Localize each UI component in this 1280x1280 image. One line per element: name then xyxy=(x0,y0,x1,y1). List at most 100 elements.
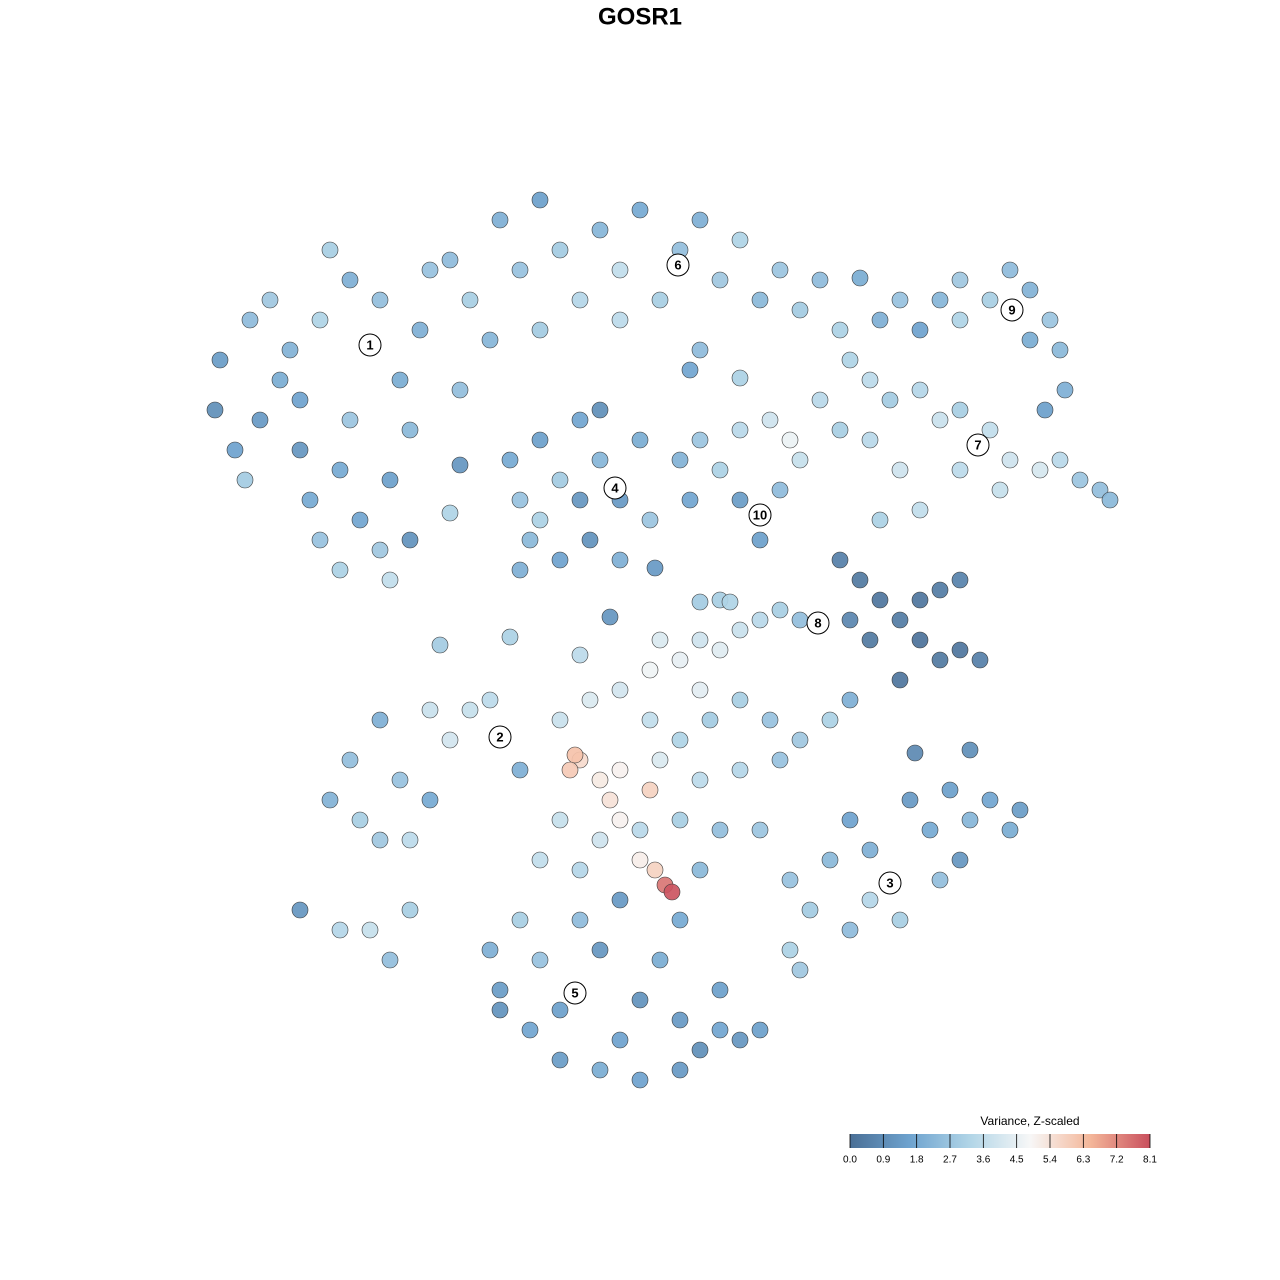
point xyxy=(351,811,369,829)
point xyxy=(441,731,459,749)
point xyxy=(551,471,569,489)
point xyxy=(891,291,909,309)
point xyxy=(651,631,669,649)
point xyxy=(601,608,619,626)
point xyxy=(841,921,859,939)
point xyxy=(911,631,929,649)
point xyxy=(911,321,929,339)
point xyxy=(911,501,929,519)
cluster-label-badge xyxy=(358,333,382,357)
point xyxy=(1051,451,1069,469)
point xyxy=(341,271,359,289)
point xyxy=(1056,381,1074,399)
point xyxy=(611,551,629,569)
point xyxy=(551,551,569,569)
point xyxy=(531,191,549,209)
point xyxy=(821,711,839,729)
point xyxy=(381,471,399,489)
point xyxy=(481,691,499,709)
point xyxy=(421,701,439,719)
point xyxy=(931,651,949,669)
point xyxy=(511,761,529,779)
point xyxy=(671,1061,689,1079)
point xyxy=(861,431,879,449)
point xyxy=(1021,281,1039,299)
point xyxy=(751,611,769,629)
point xyxy=(651,951,669,969)
point xyxy=(291,441,309,459)
cluster-label-badge xyxy=(1000,298,1024,322)
colorbar-tick-label: 0.9 xyxy=(876,1155,890,1166)
point xyxy=(781,941,799,959)
point xyxy=(691,1041,709,1059)
point xyxy=(571,491,589,509)
point xyxy=(771,261,789,279)
point xyxy=(761,411,779,429)
point xyxy=(671,731,689,749)
point xyxy=(481,941,499,959)
point xyxy=(951,851,969,869)
cluster-label: 3 xyxy=(886,875,893,890)
cluster-label: 7 xyxy=(974,437,981,452)
point xyxy=(501,451,519,469)
point xyxy=(611,681,629,699)
point xyxy=(631,1071,649,1089)
cluster-label: 9 xyxy=(1008,302,1015,317)
point xyxy=(681,491,699,509)
point xyxy=(931,581,949,599)
cluster-label-badge xyxy=(488,725,512,749)
point xyxy=(891,611,909,629)
point xyxy=(566,746,584,764)
point xyxy=(901,791,919,809)
point xyxy=(591,941,609,959)
point xyxy=(671,811,689,829)
point xyxy=(941,781,959,799)
point xyxy=(611,311,629,329)
point xyxy=(701,711,719,729)
colorbar-tick-label: 3.6 xyxy=(976,1155,990,1166)
point xyxy=(831,321,849,339)
point xyxy=(711,461,729,479)
point xyxy=(811,271,829,289)
point xyxy=(371,291,389,309)
colorbar-tick-label: 7.2 xyxy=(1110,1155,1124,1166)
point xyxy=(341,751,359,769)
point xyxy=(521,531,539,549)
point xyxy=(731,761,749,779)
point xyxy=(871,311,889,329)
point xyxy=(691,861,709,879)
point xyxy=(491,981,509,999)
point xyxy=(311,311,329,329)
point xyxy=(651,751,669,769)
point xyxy=(291,901,309,919)
cluster-label-badge xyxy=(878,871,902,895)
point xyxy=(671,451,689,469)
point xyxy=(611,261,629,279)
point xyxy=(771,481,789,499)
point xyxy=(711,981,729,999)
point xyxy=(1101,491,1119,509)
point xyxy=(861,631,879,649)
point xyxy=(531,431,549,449)
point xyxy=(401,421,419,439)
point xyxy=(271,371,289,389)
point xyxy=(611,1031,629,1049)
point xyxy=(211,351,229,369)
point xyxy=(401,831,419,849)
point xyxy=(911,381,929,399)
point xyxy=(431,636,449,654)
point xyxy=(671,1011,689,1029)
point xyxy=(731,231,749,249)
point xyxy=(371,831,389,849)
point xyxy=(831,421,849,439)
point xyxy=(591,451,609,469)
point xyxy=(461,701,479,719)
point xyxy=(691,771,709,789)
point xyxy=(911,591,929,609)
point xyxy=(236,471,254,489)
point xyxy=(551,1001,569,1019)
point xyxy=(961,741,979,759)
point xyxy=(791,451,809,469)
point xyxy=(691,341,709,359)
